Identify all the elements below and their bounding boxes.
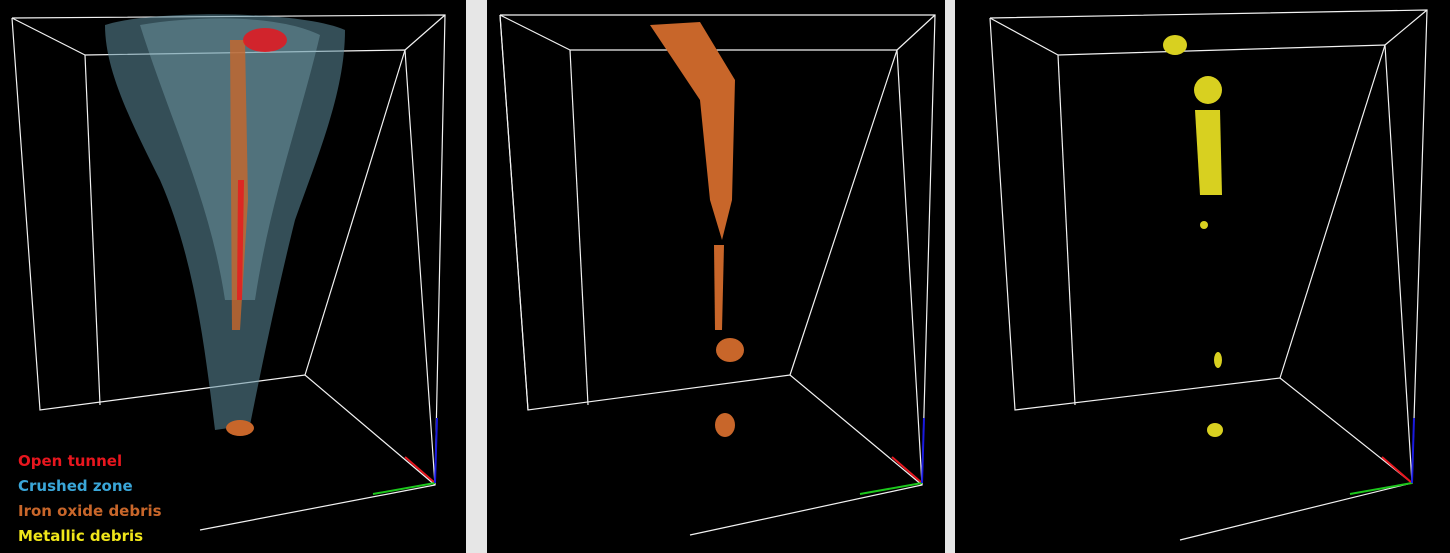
legend-label: Iron oxide debris bbox=[18, 502, 162, 520]
figure: Open tunnel Crushed zone Iron oxide debris… bbox=[0, 0, 1450, 553]
legend-label: Metallic debris bbox=[18, 527, 143, 545]
legend-label: Open tunnel bbox=[18, 452, 122, 470]
page: Open tunnel Crushed zone Iron oxide debris… bbox=[0, 0, 1450, 553]
legend-label: Crushed zone bbox=[18, 477, 133, 495]
